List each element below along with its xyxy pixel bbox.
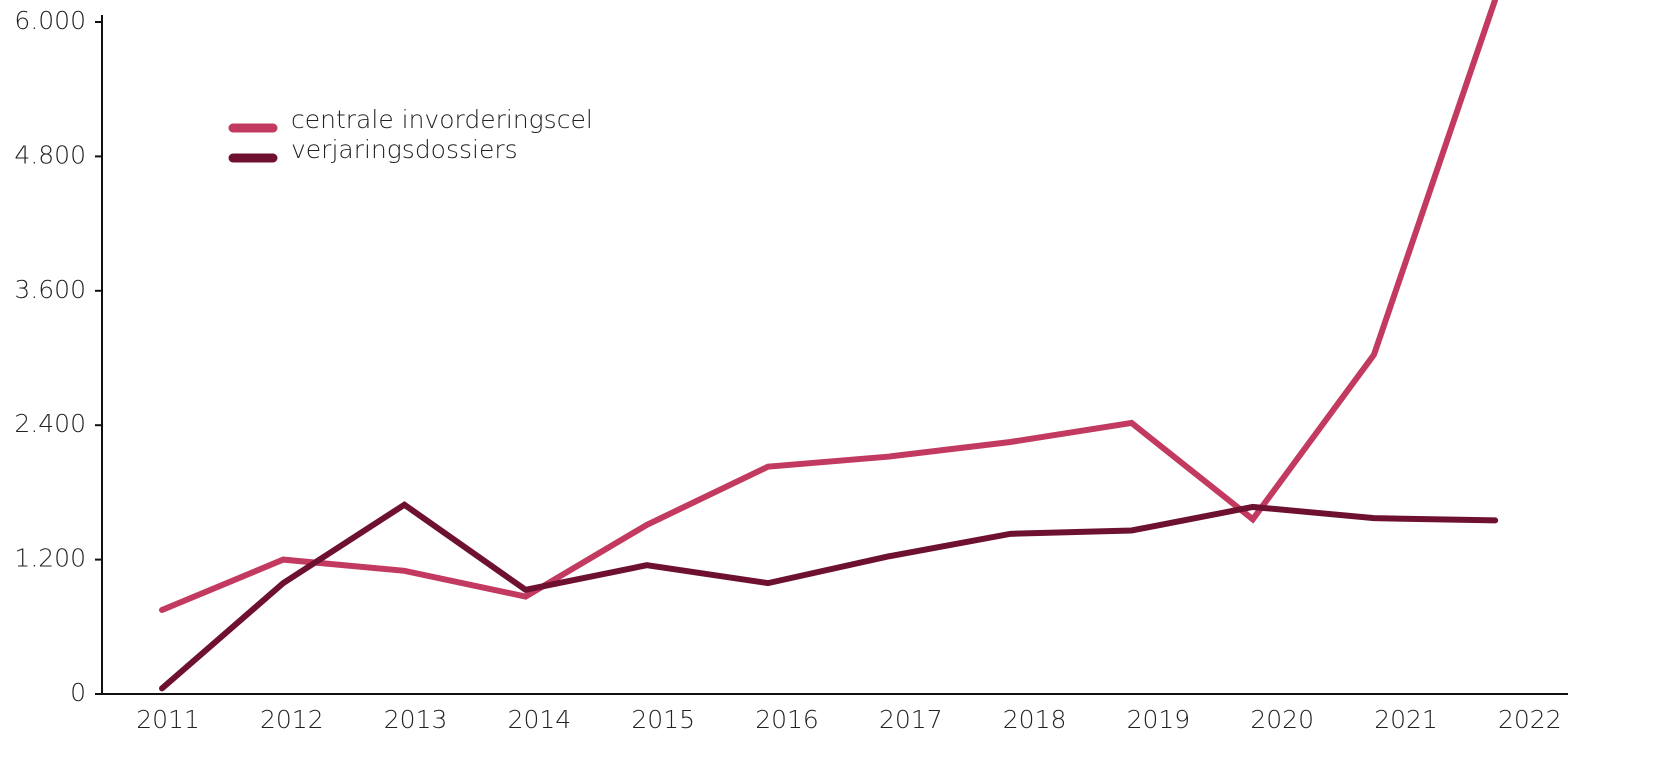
x-tick-label: 2016 <box>755 705 819 734</box>
x-tick-label: 2022 <box>1498 705 1562 734</box>
y-tick-label: 1.200 <box>14 544 86 573</box>
line-series <box>159 0 1499 613</box>
x-tick-label: 2017 <box>879 705 943 734</box>
x-tick-label: 2015 <box>631 705 695 734</box>
y-tick-label: 2.400 <box>14 409 86 438</box>
y-tick-label: 6.000 <box>14 6 86 35</box>
x-tick-label: 2013 <box>384 705 448 734</box>
x-tick-label: 2011 <box>136 705 200 734</box>
y-tick-label: 4.800 <box>14 140 86 169</box>
x-tick-label: 2014 <box>508 705 572 734</box>
x-tick-label: 2020 <box>1250 705 1314 734</box>
y-tick-label: 0 <box>70 678 86 707</box>
legend-label: verjaringsdossiers <box>291 135 518 164</box>
x-tick-label: 2012 <box>260 705 324 734</box>
legend-label: centrale invorderingscel <box>291 105 593 134</box>
x-tick-label: 2021 <box>1374 705 1438 734</box>
y-tick-label: 3.600 <box>14 275 86 304</box>
x-tick-label: 2018 <box>1003 705 1067 734</box>
x-tick-label: 2019 <box>1127 705 1191 734</box>
line-series <box>159 501 1499 692</box>
